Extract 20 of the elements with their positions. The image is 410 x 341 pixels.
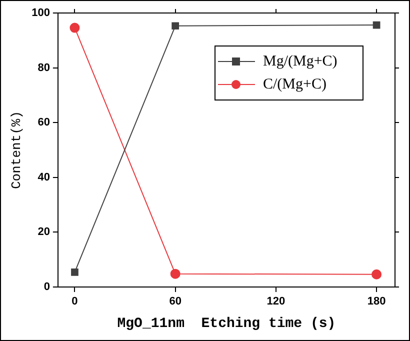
- point: [372, 269, 382, 280]
- point: [70, 22, 80, 33]
- legend-label: Mg/(Mg+C): [263, 53, 338, 70]
- x-tick-label: 60: [169, 296, 182, 308]
- legend-label: C/(Mg+C): [263, 76, 326, 92]
- x-axis-title: MgO_11nm Etching time (s): [117, 316, 336, 332]
- point: [372, 21, 380, 29]
- y-axis-title: Content(%): [9, 110, 24, 190]
- x-tick-label: 120: [266, 296, 286, 308]
- y-tick-label: 100: [32, 7, 50, 20]
- y-tick-label: 20: [38, 226, 50, 238]
- point: [71, 268, 78, 276]
- point: [170, 268, 180, 279]
- x-tick-label: 0: [72, 296, 78, 308]
- y-tick-label: 60: [38, 116, 50, 129]
- y-tick-label: 40: [38, 171, 50, 184]
- y-tick-label: 0: [44, 281, 50, 294]
- x-tick-label: 180: [367, 296, 386, 308]
- point: [172, 22, 180, 30]
- y-tick-label: 80: [38, 62, 50, 74]
